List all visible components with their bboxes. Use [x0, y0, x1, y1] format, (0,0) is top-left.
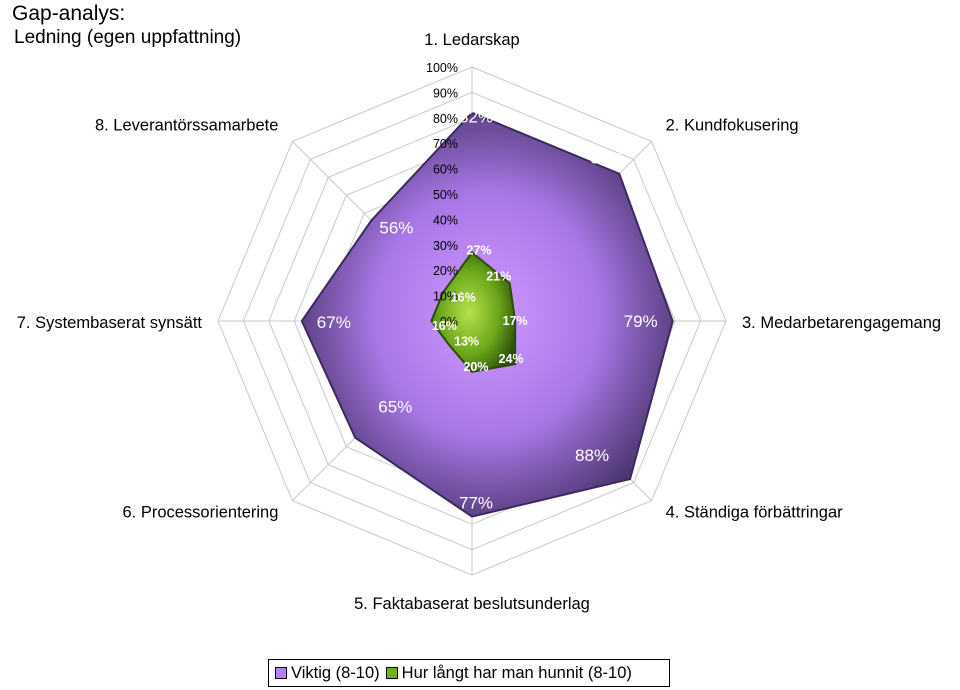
data-label-hur-langt: 20%: [463, 360, 488, 374]
radial-tick-label: 30%: [433, 239, 458, 253]
data-label-viktig: 79%: [624, 312, 658, 331]
series-area-hur-langt: [430, 250, 517, 373]
data-label-hur-langt: 24%: [499, 352, 524, 366]
category-label: 6. Processorientering: [122, 504, 278, 522]
radial-tick-label: 90%: [433, 86, 458, 100]
radar-series: [300, 111, 674, 518]
data-label-hur-langt: 13%: [454, 334, 479, 348]
legend-swatch-purple: [275, 667, 287, 679]
category-label: 5. Faktabaserat beslutsunderlag: [354, 595, 590, 613]
radar-chart: 0% 10% 20% 30% 40% 50% 60% 70% 80% 90% 100% 1. Led…: [17, 31, 941, 613]
radial-tick-label: 100%: [426, 61, 458, 75]
data-label-hur-langt: 16%: [451, 290, 476, 304]
radial-tick-label: 10%: [433, 290, 458, 304]
category-label: 1. Ledarskap: [424, 31, 519, 49]
radial-tick-label: 70%: [433, 137, 458, 151]
category-label: 4. Ständiga förbättringar: [666, 504, 844, 522]
data-label-viktig: 56%: [379, 218, 413, 237]
category-label: 7. Systembaserat synsätt: [17, 314, 203, 332]
chart-subtitle: Ledning (egen uppfattning): [14, 27, 242, 48]
legend-item-hur-langt: Hur långt har man hunnit (8-10): [385, 663, 632, 683]
data-label-hur-langt: 21%: [486, 269, 511, 283]
legend-label: Hur långt har man hunnit (8-10): [401, 663, 632, 682]
radial-tick-label: 80%: [433, 112, 458, 126]
radial-tick-labels: 0% 10% 20% 30% 40% 50% 60% 70% 80% 90% 100%: [426, 61, 458, 329]
data-label-viktig: 65%: [378, 398, 412, 417]
category-labels: 1. Ledarskap 2. Kundfokusering 3. Medarbet…: [17, 31, 941, 613]
category-label: 8. Leverantörssamarbete: [95, 116, 278, 134]
legend-swatch-green: [385, 667, 398, 679]
legend-item-viktig: Viktig (8-10): [275, 664, 380, 683]
legend-label: Viktig (8-10): [291, 663, 380, 682]
chart-title: Gap-analys:: [12, 2, 126, 25]
data-label-viktig: 82%: [459, 108, 493, 127]
legend: Viktig (8-10) Hur långt har man hunnit (…: [268, 659, 670, 687]
data-label-hur-langt: 17%: [503, 314, 528, 328]
data-label-viktig: 88%: [575, 446, 609, 465]
data-label-viktig: 82%: [590, 149, 624, 168]
radial-tick-label: 50%: [433, 188, 458, 202]
data-labels: 82% 82% 79% 88% 77% 65% 67% 56% 27% 21% 17% 24% 20% 1…: [317, 108, 658, 513]
data-label-hur-langt: 27%: [466, 243, 491, 257]
data-label-viktig: 67%: [317, 313, 351, 332]
radial-tick-label: 20%: [433, 264, 458, 278]
radial-tick-label: 0%: [440, 315, 458, 329]
data-label-hur-langt: 16%: [432, 319, 457, 333]
radial-tick-label: 40%: [433, 213, 458, 227]
category-label: 2. Kundfokusering: [666, 116, 799, 134]
radial-tick-label: 60%: [433, 163, 458, 177]
category-label: 3. Medarbetarengagemang: [742, 314, 941, 332]
data-label-viktig: 77%: [459, 494, 493, 513]
